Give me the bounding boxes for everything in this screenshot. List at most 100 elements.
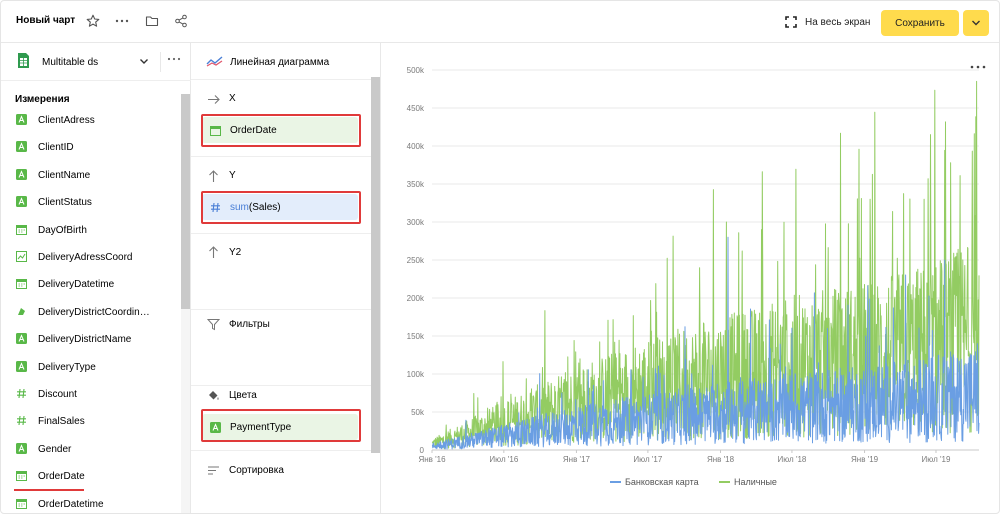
field-item[interactable]: DeliveryAdressCoord [1,244,181,271]
string-field-icon [16,114,27,125]
fullscreen-label: На весь экран [805,16,871,28]
y-tick-label: 100k [407,370,425,379]
date-field-icon [210,125,221,136]
string-field-icon [16,168,27,180]
arrow-up-icon [207,245,220,258]
x-tick-label: Янв '16 [418,455,446,464]
chart-more-icon[interactable] [970,61,986,69]
filter-icon [206,318,221,331]
y-field-label: sum(Sales) [230,202,281,213]
series-line-cash [431,80,980,449]
colors-highlight-box [201,409,361,442]
field-item[interactable]: FinalSales [1,408,181,435]
field-item[interactable]: DeliveryType [1,354,181,381]
legend-label-cash: Наличные [734,477,777,487]
placeholders-panel: Линейная диаграмма X OrderDate Y [191,43,381,513]
string-field-icon [16,141,27,153]
number-field-icon [16,415,27,426]
date-field-icon [16,498,27,509]
visualization-selector[interactable]: Линейная диаграмма [191,43,371,80]
orderdate-highlight-underline [14,489,84,491]
field-label: ClientAdress [38,115,95,126]
field-item[interactable]: DeliveryDatetime [1,271,181,298]
field-label: DeliveryDistrictName [38,334,132,346]
field-item[interactable]: ClientStatus [1,189,181,216]
divider [160,52,161,72]
y-tick-label: 50k [411,408,425,417]
field-label: DeliveryType [38,361,96,373]
filters-label: Фильтры [229,319,270,330]
colors-label: Цвета [229,390,257,401]
dataset-panel: Multitable ds Измерения ClientAdress Clie… [1,43,191,513]
field-item[interactable]: Discount [1,381,181,408]
field-item[interactable]: DeliveryDistrictCoordin… [1,299,181,326]
field-label: ClientID [38,142,74,154]
y-highlight-box [201,191,361,224]
star-icon[interactable] [85,13,101,29]
y-tick-label: 300k [407,218,425,227]
date-field-icon [16,470,27,482]
share-icon[interactable] [173,13,189,29]
field-label: OrderDatetime [38,498,104,510]
y2-section: Y2 [191,234,371,310]
string-field-icon [210,422,221,433]
save-label: Сохранить [895,17,945,29]
x-field-chip[interactable]: OrderDate [202,117,358,143]
paint-bucket-icon [207,389,220,402]
field-item[interactable]: DeliveryDistrictName [1,326,181,353]
field-label: ClientName [38,169,91,181]
field-label: Discount [38,389,77,400]
field-label: OrderDate [38,471,85,483]
date-field-icon [16,278,27,290]
y2-label: Y2 [229,247,242,258]
placeholders-scrollbar[interactable] [371,77,380,453]
save-button[interactable]: Сохранить [881,10,959,36]
y-paren-close: ) [277,202,281,213]
sort-icon [207,464,220,477]
field-label: DeliveryDatetime [38,279,115,291]
chart-title[interactable]: Новый чарт [16,15,76,26]
x-highlight-box [201,114,361,147]
x-tick-label: Янв '17 [563,455,591,464]
x-field-label: OrderDate [230,125,277,136]
fullscreen-icon [785,16,797,28]
field-item[interactable]: OrderDate [1,463,181,490]
geo-field-icon [16,251,27,262]
field-item[interactable]: Gender [1,436,181,463]
y-section: Y sum(Sales) [191,157,371,234]
field-item[interactable]: ClientID [1,134,181,161]
folder-icon[interactable] [144,13,160,29]
y-field-chip[interactable]: sum(Sales) [202,194,358,220]
x-tick-label: Янв '19 [851,455,879,464]
scroll-thumb[interactable] [181,94,190,309]
x-tick-label: Янв '18 [707,455,735,464]
field-label: DeliveryAdressCoord [38,252,133,263]
field-label: ClientStatus [38,197,92,209]
field-item[interactable]: OrderDatetime [1,491,181,513]
field-item[interactable]: DayOfBirth [1,217,181,244]
x-section: X OrderDate [191,80,371,157]
field-item[interactable]: ClientAdress [1,107,181,134]
chevron-down-icon [971,18,981,29]
field-list-scrollbar[interactable] [181,94,190,513]
dataset-more-icon[interactable] [167,55,181,67]
save-dropdown-button[interactable] [963,10,989,36]
fullscreen-button[interactable]: На весь экран [785,13,870,31]
chart-area: 0 50k 100k 150k 200k 250k 300k 350k 400k 450k 500k… [382,43,1000,514]
field-label: Gender [38,443,72,455]
field-label: DayOfBirth [38,224,87,236]
string-field-icon [16,333,27,345]
y-func: sum [230,202,249,213]
arrow-up-icon [207,169,220,182]
chevron-down-icon[interactable] [138,55,150,67]
field-item[interactable]: ClientName [1,162,181,189]
colors-field-chip[interactable]: PaymentType [202,414,358,440]
y-tick-label: 350k [407,180,425,189]
dataset-selector[interactable]: Multitable ds [1,43,191,81]
y-tick-label: 400k [407,142,425,151]
field-label: FinalSales [38,416,85,428]
dimensions-header: Измерения [15,94,70,105]
more-icon[interactable] [114,13,130,29]
line-chart[interactable]: 0 50k 100k 150k 200k 250k 300k 350k 400k 450k 500k… [382,43,1000,514]
string-field-icon [16,360,27,372]
